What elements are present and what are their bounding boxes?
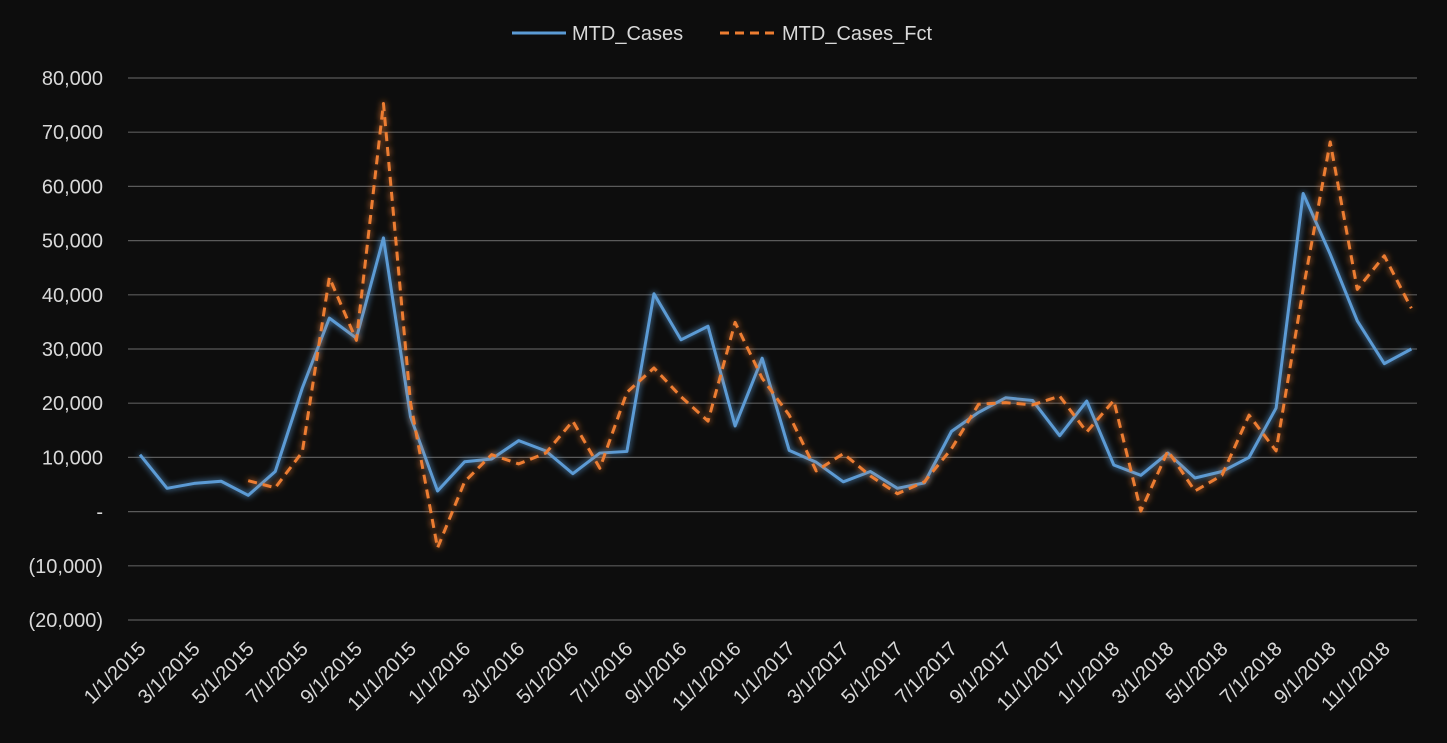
x-axis-ticks: 1/1/20153/1/20155/1/20157/1/20159/1/2015… — [80, 638, 1395, 715]
legend-item: MTD_Cases — [512, 23, 683, 45]
y-tick-label: (10,000) — [29, 556, 104, 578]
y-tick-label: 30,000 — [42, 339, 103, 361]
y-tick-label: 80,000 — [42, 68, 103, 90]
gridlines — [128, 77, 1417, 621]
series-mtd-cases — [138, 191, 1413, 497]
series-line — [138, 191, 1413, 497]
legend-item: MTD_Cases_Fct — [720, 23, 932, 45]
y-tick-label: 20,000 — [42, 393, 103, 415]
series-line — [247, 101, 1413, 550]
y-tick-label: - — [96, 502, 103, 524]
y-tick-label: (20,000) — [29, 610, 104, 632]
legend-label: MTD_Cases — [572, 23, 683, 45]
y-tick-label: 10,000 — [42, 447, 103, 469]
legend: MTD_Cases MTD_Cases_Fct — [512, 23, 932, 45]
y-tick-label: 60,000 — [42, 176, 103, 198]
series-layer — [138, 101, 1413, 550]
y-tick-label: 50,000 — [42, 231, 103, 253]
legend-label: MTD_Cases_Fct — [782, 23, 932, 45]
y-tick-label: 70,000 — [42, 122, 103, 144]
y-axis-ticks: 80,000 70,000 60,000 50,000 40,000 30,000 20,0… — [29, 68, 104, 632]
series-mtd-cases-fct — [247, 101, 1413, 550]
y-tick-label: 40,000 — [42, 285, 103, 307]
